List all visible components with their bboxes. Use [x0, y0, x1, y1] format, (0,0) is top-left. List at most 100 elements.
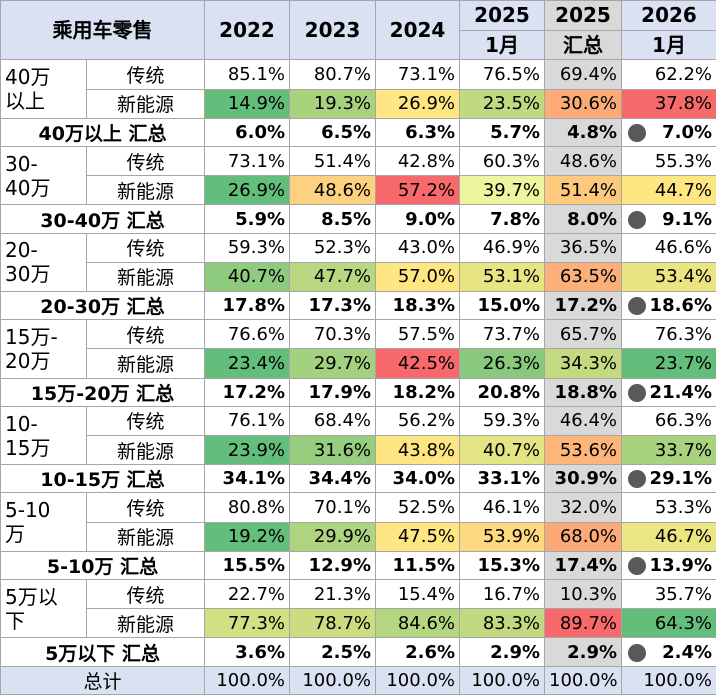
segment-summary-row: 5万以下 汇总 3.6% 2.5% 2.6% 2.9% 2.9% 2.4%: [0, 637, 716, 667]
summary-value: 5.7%: [490, 121, 540, 143]
summary-value: 17.4%: [554, 554, 617, 576]
traditional-share-cell: 73.1%: [204, 146, 290, 177]
total-share-cell: 100.0%: [544, 665, 622, 695]
segment-traditional-row: 30- 40万 传统 73.1% 51.4% 42.8% 60.3% 48.6% 55.3%: [0, 146, 716, 206]
summary-share-cell: 5.9%: [204, 204, 290, 234]
col-header-2026-jan-month: 1月: [621, 30, 716, 61]
type-label-traditional: 传统: [86, 232, 205, 263]
type-label-traditional: 传统: [86, 146, 205, 177]
summary-share-cell: 8.5%: [289, 204, 376, 234]
summary-value: 15.0%: [477, 295, 540, 317]
nev-share-cell: 63.5%: [544, 261, 622, 293]
total-share-cell: 100.0%: [621, 665, 716, 695]
summary-label: 10-15万 汇总: [0, 464, 205, 494]
traditional-share-cell: 48.6%: [544, 146, 622, 177]
segment-traditional-row: 20- 30万 传统 59.3% 52.3% 43.0% 46.9% 36.5% 46.6%: [0, 232, 716, 293]
status-dot-icon: [628, 556, 646, 575]
status-dot-icon: [628, 383, 646, 402]
summary-share-cell: 15.3%: [459, 550, 545, 581]
nev-share-cell: 78.7%: [289, 608, 376, 639]
summary-value: 2.9%: [490, 641, 540, 663]
traditional-share-cell: 10.3%: [544, 579, 622, 610]
nev-share-cell: 26.3%: [459, 348, 545, 379]
nev-share-cell: 23.7%: [621, 348, 716, 379]
summary-value: 17.9%: [308, 381, 371, 403]
traditional-share-cell: 46.4%: [544, 405, 622, 437]
traditional-share-cell: 21.3%: [289, 579, 376, 610]
segment-nev-row: 新能源 40.7% 47.7% 57.0% 53.1% 63.5% 53.4%: [1, 261, 716, 293]
nev-share-cell: 29.9%: [289, 521, 376, 552]
summary-share-cell: 8.0%: [544, 204, 622, 234]
segment-nev-row: 新能源 14.9% 19.3% 26.9% 23.5% 30.6% 37.8%: [1, 88, 716, 119]
summary-share-cell: 18.8%: [544, 377, 622, 407]
summary-value: 5.9%: [235, 208, 285, 230]
summary-share-cell: 17.2%: [544, 291, 622, 321]
summary-share-cell: 12.9%: [289, 550, 376, 581]
nev-share-cell: 47.7%: [289, 261, 376, 293]
traditional-share-cell: 70.3%: [289, 319, 376, 350]
col-header-2025-jan-month: 1月: [459, 30, 545, 61]
summary-value: 18.2%: [392, 381, 455, 403]
summary-value: 6.0%: [235, 121, 285, 143]
traditional-share-cell: 57.5%: [375, 319, 460, 350]
summary-share-cell: 21.4%: [621, 377, 716, 407]
summary-value: 2.9%: [567, 641, 617, 663]
type-label-nev: 新能源: [86, 435, 205, 466]
summary-value: 34.1%: [222, 468, 285, 490]
col-header-2026-jan-year: 2026: [621, 0, 716, 32]
traditional-share-cell: 52.5%: [375, 492, 460, 523]
nev-share-cell: 31.6%: [289, 435, 376, 466]
summary-share-cell: 5.7%: [459, 117, 545, 148]
summary-share-cell: 11.5%: [375, 550, 460, 581]
nev-share-cell: 19.3%: [289, 88, 376, 119]
traditional-share-cell: 15.4%: [375, 579, 460, 610]
traditional-share-cell: 76.3%: [621, 319, 716, 350]
traditional-share-cell: 76.6%: [204, 319, 290, 350]
status-dot-icon: [628, 297, 646, 316]
nev-share-cell: 42.5%: [375, 348, 460, 379]
summary-value: 29.1%: [649, 468, 712, 490]
nev-share-cell: 34.3%: [544, 348, 622, 379]
summary-share-cell: 2.9%: [459, 637, 545, 667]
nev-share-cell: 47.5%: [375, 521, 460, 552]
total-label: 总计: [0, 665, 205, 695]
summary-share-cell: 17.4%: [544, 550, 622, 581]
nev-share-cell: 57.2%: [375, 175, 460, 206]
summary-share-cell: 9.1%: [621, 204, 716, 234]
nev-share-cell: 68.0%: [544, 521, 622, 552]
nev-share-cell: 23.4%: [204, 348, 290, 379]
traditional-share-cell: 76.5%: [459, 59, 545, 90]
summary-share-cell: 17.8%: [204, 291, 290, 321]
type-label-nev: 新能源: [86, 608, 205, 639]
segment-name: 20- 30万: [0, 232, 87, 293]
traditional-share-cell: 76.1%: [204, 405, 290, 437]
traditional-share-cell: 59.3%: [204, 232, 290, 263]
nev-share-cell: 44.7%: [621, 175, 716, 206]
type-label-traditional: 传统: [86, 59, 205, 90]
summary-share-cell: 7.8%: [459, 204, 545, 234]
summary-value: 7.8%: [490, 208, 540, 230]
summary-value: 8.5%: [321, 208, 371, 230]
summary-share-cell: 20.8%: [459, 377, 545, 407]
segment-summary-row: 30-40万 汇总 5.9% 8.5% 9.0% 7.8% 8.0% 9.1%: [0, 204, 716, 234]
traditional-share-cell: 35.7%: [621, 579, 716, 610]
summary-share-cell: 15.0%: [459, 291, 545, 321]
corner-header: 乘用车零售: [0, 0, 205, 61]
summary-share-cell: 18.6%: [621, 291, 716, 321]
segment-name: 5-10 万: [0, 492, 87, 552]
type-label-traditional: 传统: [86, 579, 205, 610]
traditional-share-cell: 46.1%: [459, 492, 545, 523]
segment-nev-row: 新能源 77.3% 78.7% 84.6% 83.3% 89.7% 64.3%: [1, 608, 716, 639]
segment-name: 30- 40万: [0, 146, 87, 206]
traditional-share-cell: 62.2%: [621, 59, 716, 90]
segment-name: 10- 15万: [0, 405, 87, 466]
summary-value: 34.0%: [392, 468, 455, 490]
summary-value: 18.6%: [649, 295, 712, 317]
summary-share-cell: 15.5%: [204, 550, 290, 581]
traditional-share-cell: 56.2%: [375, 405, 460, 437]
summary-share-cell: 33.1%: [459, 464, 545, 494]
summary-label: 40万以上 汇总: [0, 117, 205, 148]
summary-share-cell: 18.2%: [375, 377, 460, 407]
summary-share-cell: 3.6%: [204, 637, 290, 667]
